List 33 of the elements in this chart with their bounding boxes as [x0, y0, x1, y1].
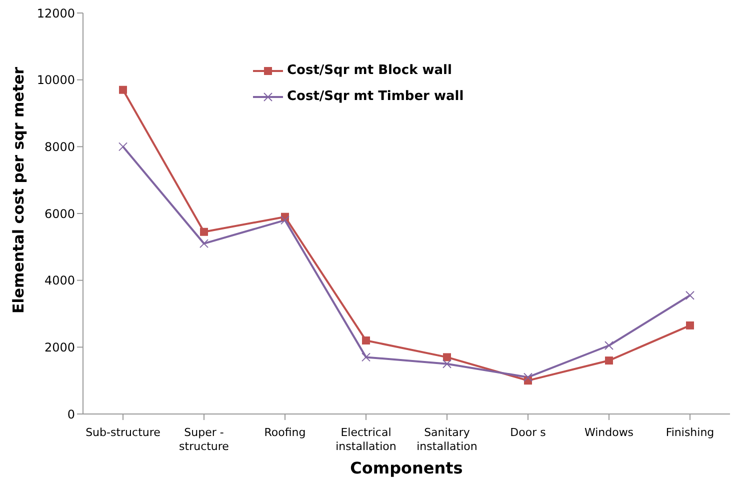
point	[200, 228, 208, 236]
point	[604, 340, 614, 350]
x-tick-label: Super - structure	[179, 426, 230, 453]
x-tick-label: Door s	[510, 426, 546, 439]
x-tick-label: Sub-structure	[86, 426, 161, 439]
point	[686, 321, 694, 330]
point	[200, 239, 208, 248]
y-tick-label: 8000	[44, 140, 75, 154]
x-tick-label: Windows	[584, 426, 634, 439]
y-tick-label: 0	[67, 407, 75, 422]
x-tick-label: Sanitary installation	[416, 426, 478, 453]
point	[443, 353, 451, 362]
x-tick-label: Roofing	[264, 426, 306, 439]
point	[119, 86, 127, 94]
y-tick-label: 4000	[44, 274, 75, 288]
y-axis-title: Elemental cost per sqr meter	[9, 66, 28, 314]
y-tick-label: 12000	[36, 6, 75, 20]
point	[686, 290, 694, 300]
y-tick-label: 2000	[44, 340, 75, 354]
point	[362, 336, 370, 344]
legend-label: Cost/Sqr mt Timber wall	[287, 88, 464, 106]
y-tick-label: 6000	[44, 206, 75, 221]
point	[442, 359, 452, 368]
point	[524, 372, 532, 382]
point	[362, 352, 370, 362]
point	[118, 142, 128, 152]
x-tick-label: Electrical installation	[336, 426, 396, 453]
point	[280, 216, 290, 225]
point	[605, 356, 613, 365]
x-axis-title: Components	[350, 458, 463, 478]
x-tick-label: Finishing	[666, 426, 714, 439]
legend-label: Cost/Sqr mt Block wall	[287, 62, 452, 80]
y-tick-label: 10000	[36, 73, 75, 88]
